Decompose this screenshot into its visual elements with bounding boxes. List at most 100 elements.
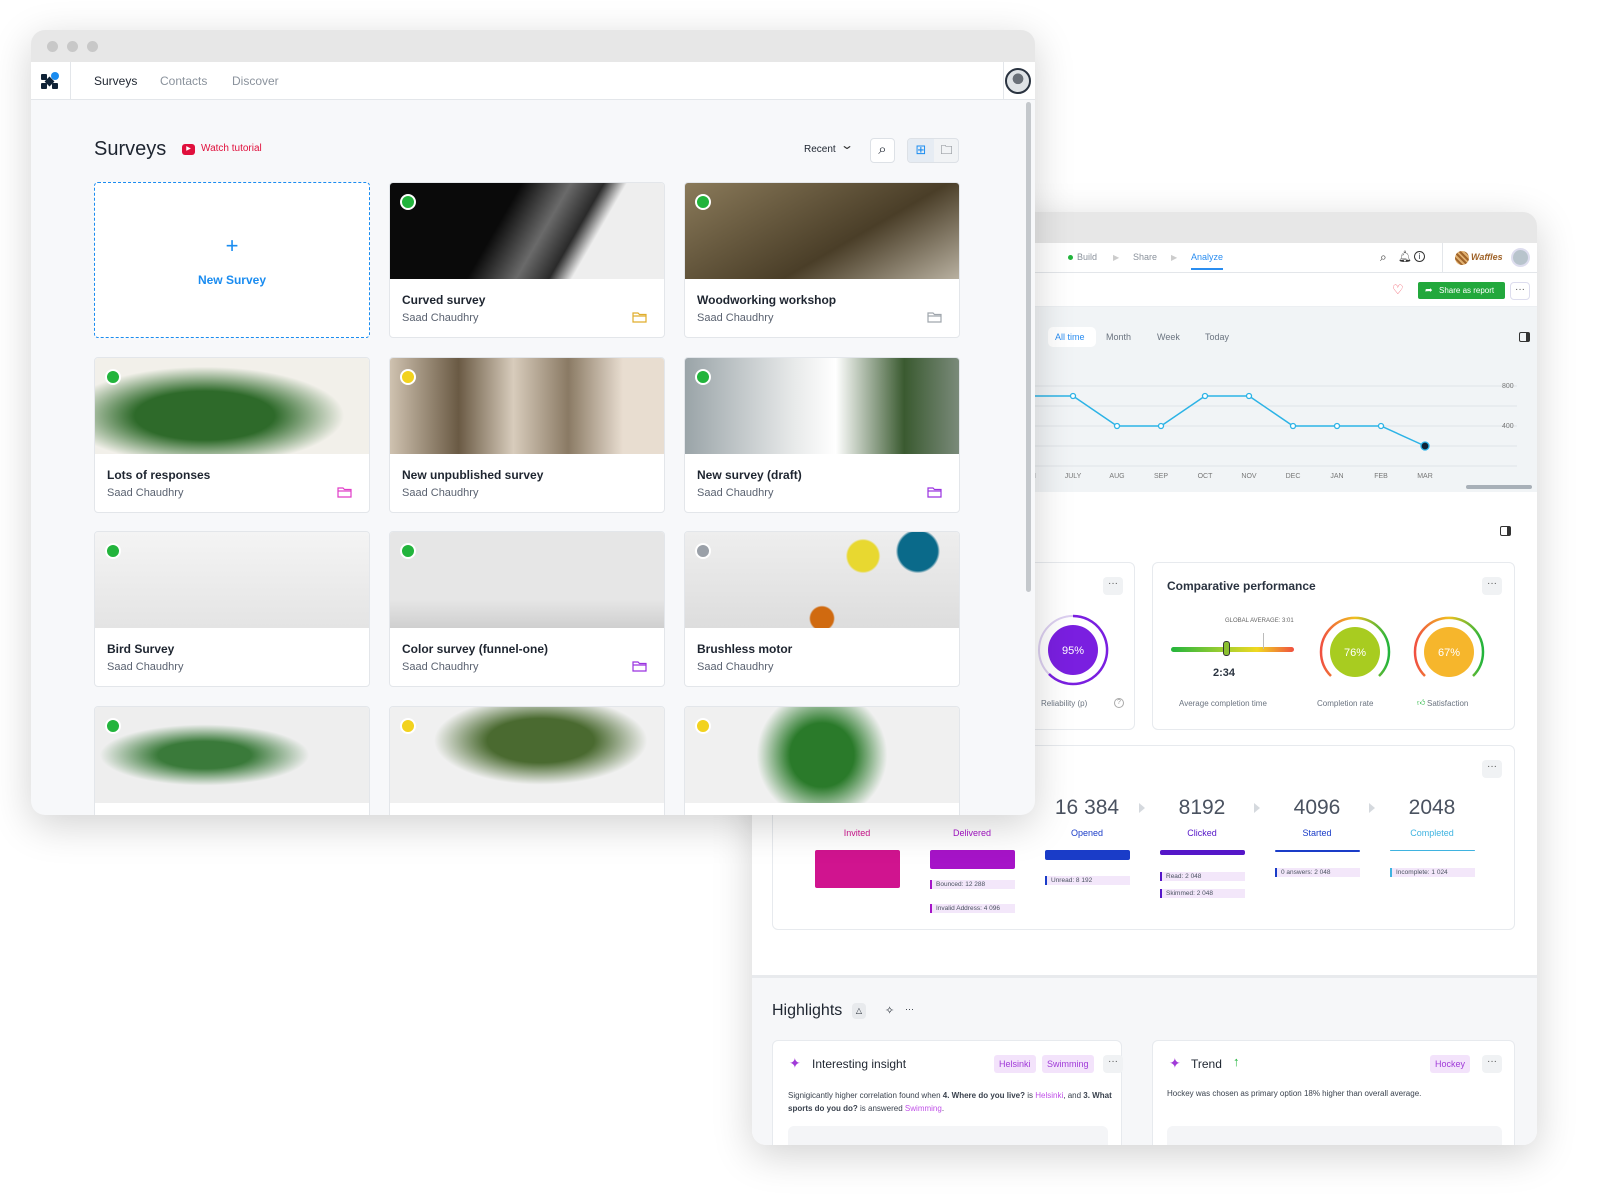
folder-icon[interactable] [927,312,942,323]
arrow-up-icon: ↑ [1233,1054,1240,1069]
data-point[interactable] [1113,422,1121,430]
survey-cover-image [390,358,664,454]
sparkle-icon[interactable]: ✧ [885,1005,895,1017]
scrollbar[interactable] [1026,102,1031,592]
step-build[interactable]: Build [1077,252,1098,262]
more-button[interactable]: ··· [1103,577,1123,595]
window-minimize-button[interactable] [67,41,78,52]
panel-toggle-icon[interactable] [1519,332,1530,342]
search-icon[interactable]: ⌕ [1380,250,1387,264]
tab-week[interactable]: Week [1157,332,1180,342]
folder-icon[interactable] [632,312,647,323]
more-button[interactable]: ··· [1103,1055,1123,1073]
arrow-right-icon [1369,803,1375,813]
more-button[interactable]: ··· [1482,1055,1502,1073]
app-logo-icon[interactable] [41,72,59,90]
folder-icon[interactable] [632,661,647,672]
survey-card[interactable]: Lots of responses Saad Chaudhry [94,357,370,513]
data-point[interactable] [1333,422,1341,430]
chevron-down-icon[interactable]: ⌄ [839,138,855,152]
tab-today[interactable]: Today [1205,332,1230,342]
survey-card[interactable] [389,706,665,815]
reliability-label: Reliability (p) [1041,699,1088,708]
watch-tutorial-link[interactable]: Watch tutorial [201,143,262,154]
x-tick-label: JAN [1330,473,1343,480]
data-point[interactable] [1289,422,1297,430]
survey-card[interactable] [684,706,960,815]
satisfaction-label: Satisfaction [1427,699,1469,708]
stage-label: Clicked [1187,828,1217,838]
survey-card[interactable]: New unpublished survey Saad Chaudhry [389,357,665,513]
funnel-bar[interactable] [930,850,1015,869]
y-tick-label: 400 [1502,423,1514,430]
x-tick-label: JULY [1065,473,1082,480]
insight-text: Signigicantly higher correlation found w… [788,1089,1118,1115]
data-point[interactable] [1157,422,1165,430]
survey-card[interactable]: Curved survey Saad Chaudhry [389,182,665,338]
window-maximize-button[interactable] [87,41,98,52]
search-button[interactable]: ⌕ [870,138,895,163]
avatar[interactable] [1005,68,1031,94]
stage-label: Completed [1410,828,1454,838]
more-button[interactable]: ··· [1510,282,1530,300]
data-point[interactable] [1377,422,1385,430]
funnel-bar[interactable] [815,850,900,888]
tag-hockey[interactable]: Hockey [1430,1055,1471,1073]
tab-month[interactable]: Month [1106,332,1132,342]
survey-card[interactable]: Color survey (funnel-one) Saad Chaudhry [389,531,665,687]
avatar[interactable] [1511,248,1530,267]
bell-icon[interactable]: 🔔︎ [1398,251,1412,263]
help-icon[interactable]: ? [1114,698,1124,708]
drop-off-unread: Unread: 8 192 [1045,876,1130,885]
nav-surveys[interactable]: Surveys [94,74,138,88]
status-indicator [400,369,416,385]
global-average-marker [1263,633,1264,649]
folder-icon[interactable] [337,487,352,498]
survey-owner: Saad Chaudhry [107,661,184,673]
data-point[interactable] [1069,392,1077,400]
heart-icon[interactable]: ♡ [1392,282,1404,297]
more-icon[interactable]: ··· [905,1004,914,1014]
survey-title: Color survey (funnel-one) [402,642,549,656]
nav-contacts[interactable]: Contacts [160,74,208,88]
survey-card[interactable] [94,706,370,815]
funnel-bar[interactable] [1275,850,1360,852]
tag-swimming[interactable]: Swimming [1042,1055,1094,1073]
divider [1442,243,1443,273]
survey-card[interactable]: Bird Survey Saad Chaudhry [94,531,370,687]
funnel-bar[interactable] [1160,850,1245,855]
step-share[interactable]: Share [1133,252,1158,262]
tab-all-time[interactable]: All time [1055,332,1085,342]
slider-knob [1223,641,1230,656]
survey-card[interactable]: Brushless motor Saad Chaudhry [684,531,960,687]
panel-toggle-icon[interactable] [1500,526,1511,536]
share-as-report-button[interactable]: ➦ Share as report [1418,282,1505,299]
funnel-bar[interactable] [1390,850,1475,851]
step-analyze[interactable]: Analyze [1191,252,1224,270]
data-point[interactable] [1420,441,1430,451]
window-close-button[interactable] [47,41,58,52]
status-indicator [400,718,416,734]
collapse-icon[interactable]: △ [852,1003,866,1019]
tag-helsinki[interactable]: Helsinki [994,1055,1036,1073]
stage-count: 8192 [1178,796,1226,819]
grid-view-icon[interactable]: ⊞ [908,139,934,162]
stage-count: 16 384 [1054,796,1120,819]
more-button[interactable]: ··· [1482,760,1502,778]
folder-icon[interactable] [927,487,942,498]
data-point[interactable] [1245,392,1253,400]
nav-discover[interactable]: Discover [232,74,279,88]
survey-card[interactable]: Woodworking workshop Saad Chaudhry [684,182,960,338]
more-button[interactable]: ··· [1482,577,1502,595]
funnel-bar[interactable] [1045,850,1130,860]
folder-view-icon[interactable]: 🗀 [940,143,953,157]
survey-card[interactable]: New survey (draft) Saad Chaudhry [684,357,960,513]
sort-select[interactable]: Recent [804,144,836,155]
sparkle-icon: ✦ [1169,1055,1181,1071]
data-point[interactable] [1201,392,1209,400]
chart-scrollbar[interactable] [1466,485,1532,489]
insight-card: ✦ Interesting insight Helsinki Swimming … [772,1040,1123,1145]
info-icon[interactable]: i [1414,251,1425,262]
new-survey-button[interactable]: + New Survey [94,182,370,338]
survey-cover-image [95,358,369,454]
